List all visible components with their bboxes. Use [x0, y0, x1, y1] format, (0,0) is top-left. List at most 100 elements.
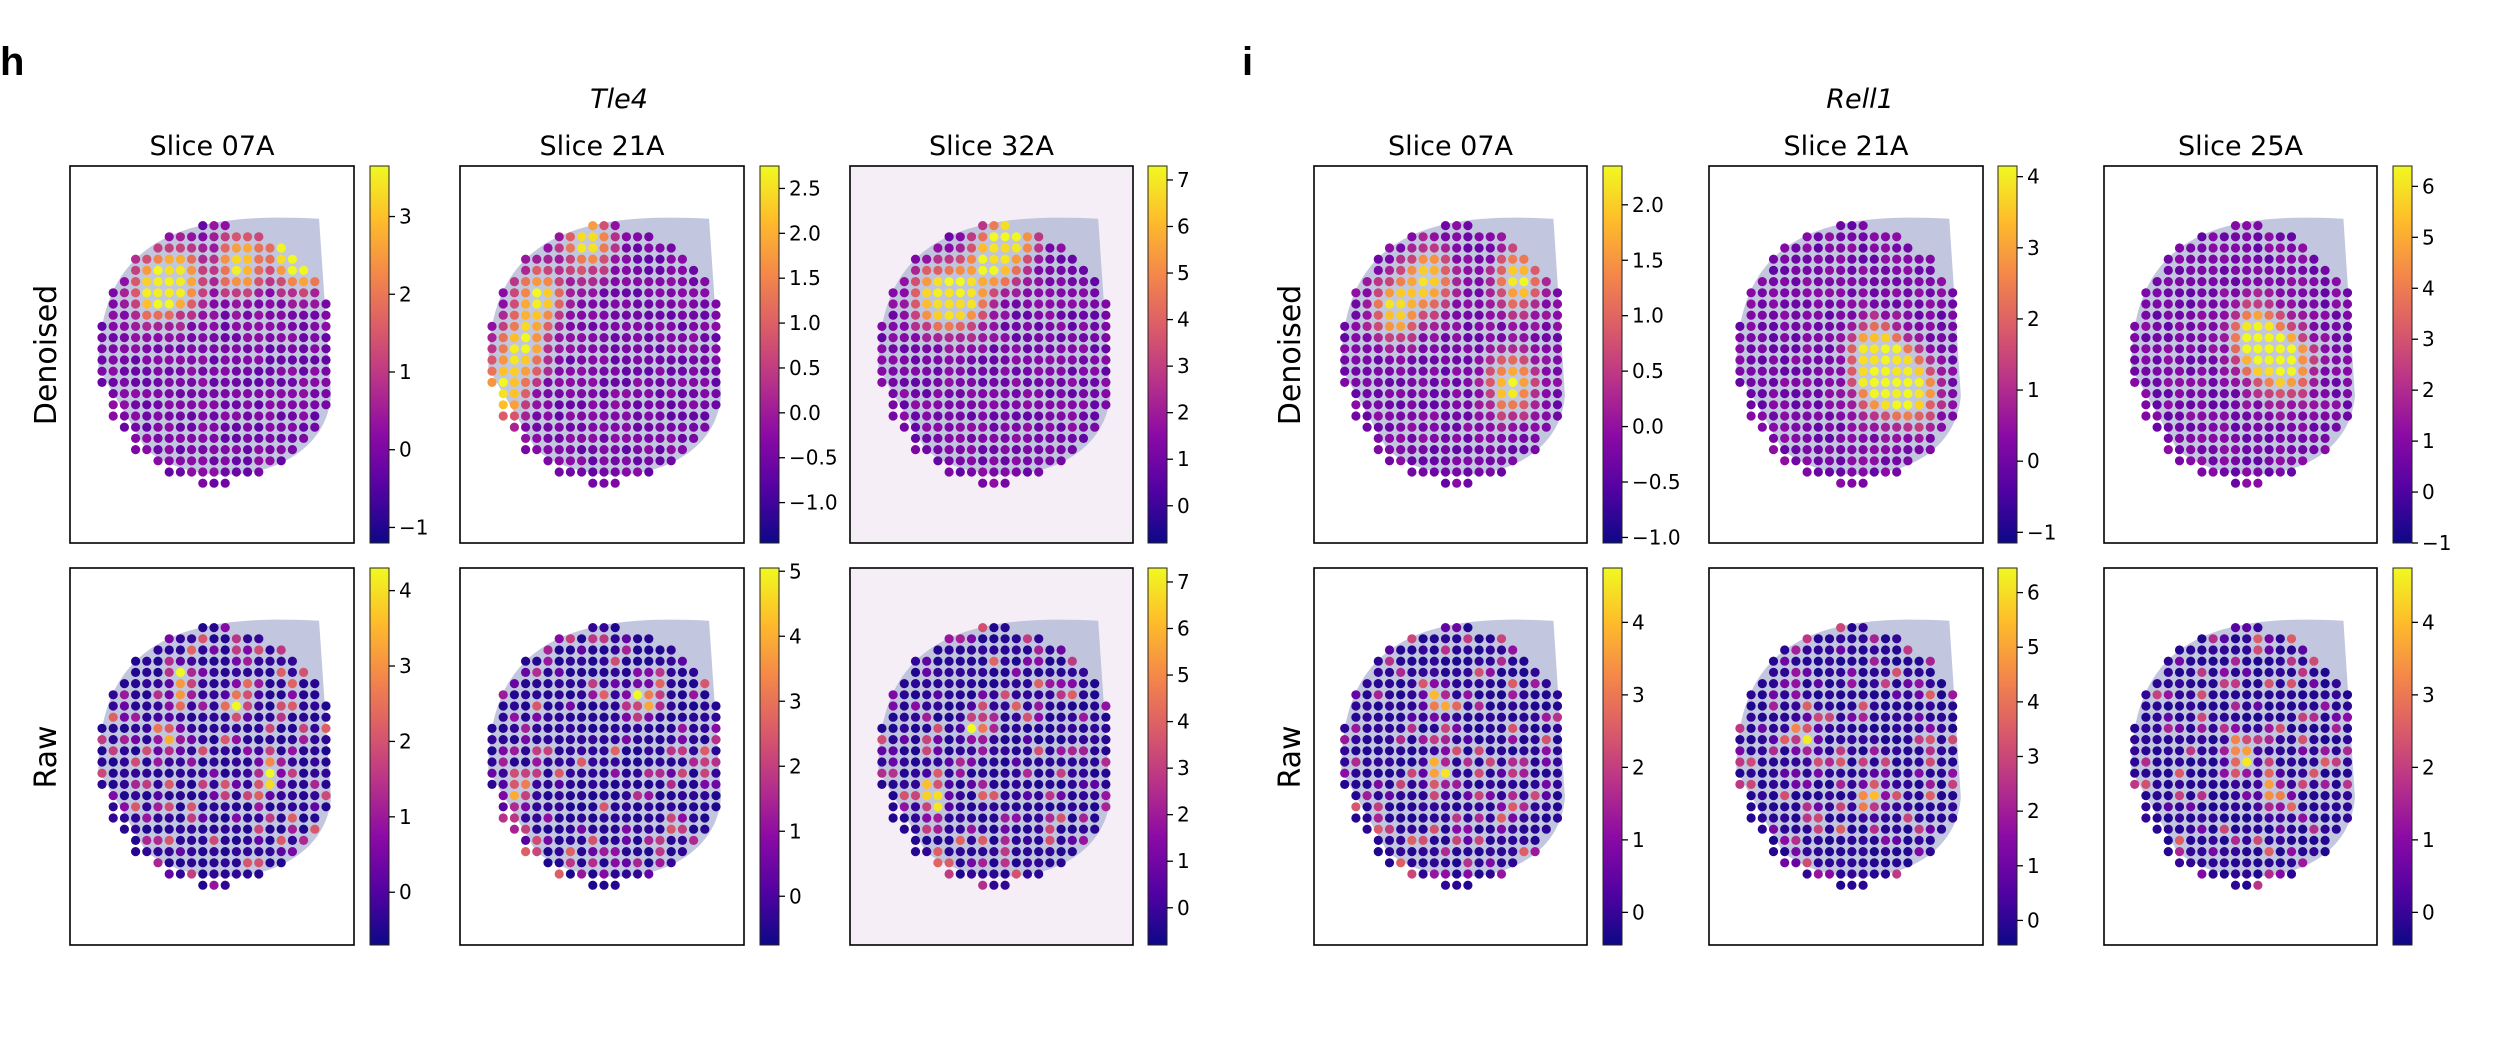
- spot: [1463, 254, 1473, 264]
- spot: [1530, 389, 1540, 399]
- spot: [1780, 768, 1790, 778]
- spot: [1011, 321, 1021, 331]
- spot: [888, 746, 898, 756]
- spot: [2264, 869, 2274, 879]
- spot: [2342, 288, 2353, 298]
- spot: [1892, 813, 1902, 823]
- spot: [922, 723, 932, 734]
- spot: [509, 735, 519, 745]
- spot: [543, 243, 553, 253]
- spot: [1847, 333, 1857, 343]
- spot: [1948, 802, 1958, 812]
- spot: [1869, 333, 1879, 343]
- spot: [922, 377, 932, 387]
- spot: [1757, 321, 1767, 331]
- spot: [1541, 366, 1551, 376]
- spot: [175, 824, 185, 834]
- spot: [655, 254, 665, 264]
- spot: [1429, 400, 1439, 410]
- spot: [1011, 243, 1021, 253]
- spot: [1463, 701, 1473, 711]
- spot: [2174, 858, 2185, 868]
- spot: [2264, 701, 2274, 711]
- spot: [2342, 389, 2353, 399]
- spot: [610, 701, 620, 711]
- spot: [164, 824, 174, 834]
- spot: [944, 333, 954, 343]
- spot: [1418, 277, 1428, 287]
- spot: [2264, 757, 2274, 767]
- spot: [1519, 679, 1529, 689]
- spot: [1078, 400, 1089, 410]
- spot: [1407, 746, 1417, 756]
- spot: [922, 768, 932, 778]
- spot: [633, 254, 643, 264]
- spot: [2253, 400, 2263, 410]
- spot: [521, 299, 531, 309]
- spot: [521, 277, 531, 287]
- spot: [989, 254, 999, 264]
- spot: [532, 835, 542, 846]
- spot: [1936, 779, 1947, 790]
- spot: [978, 288, 988, 298]
- spot: [1452, 802, 1462, 812]
- spot: [1429, 288, 1439, 298]
- spot: [209, 467, 219, 477]
- spot: [1384, 679, 1395, 689]
- spot: [588, 690, 598, 700]
- spot: [1530, 735, 1540, 745]
- spot: [254, 757, 264, 767]
- spot: [588, 701, 598, 711]
- spot: [1045, 456, 1055, 466]
- spot: [1418, 232, 1428, 242]
- spot: [108, 735, 118, 745]
- spot: [1474, 645, 1484, 655]
- spot: [1541, 791, 1551, 801]
- spot: [1474, 768, 1484, 778]
- spot: [577, 645, 587, 655]
- spot: [1802, 735, 1812, 745]
- spot: [1485, 645, 1495, 655]
- spot: [2208, 679, 2218, 689]
- spot: [1384, 824, 1395, 834]
- spot: [2152, 333, 2162, 343]
- spot: [2208, 277, 2218, 287]
- spot: [2186, 667, 2196, 678]
- spot: [1362, 779, 1372, 790]
- spot: [1757, 333, 1767, 343]
- spot: [610, 377, 620, 387]
- spot: [2286, 411, 2297, 421]
- spot: [966, 422, 977, 432]
- spot: [1508, 377, 1518, 387]
- spot: [2208, 400, 2218, 410]
- spot: [1948, 377, 1958, 387]
- spot: [1034, 690, 1044, 700]
- spot: [254, 723, 264, 734]
- spot: [287, 656, 297, 666]
- spot: [1440, 310, 1451, 320]
- spot: [933, 344, 943, 354]
- spot: [1746, 723, 1756, 734]
- spot: [554, 243, 564, 253]
- spot: [2219, 847, 2229, 857]
- spot: [1802, 277, 1812, 287]
- spot: [655, 265, 665, 275]
- spot: [1362, 355, 1372, 365]
- spot: [1067, 310, 1077, 320]
- spot: [554, 712, 564, 722]
- spot: [521, 735, 531, 745]
- spot: [187, 377, 197, 387]
- spot: [2342, 355, 2353, 365]
- spot: [1836, 869, 1846, 879]
- spot: [1757, 400, 1767, 410]
- spot: [677, 679, 688, 689]
- spot: [1780, 746, 1790, 756]
- spot: [2186, 757, 2196, 767]
- spot: [944, 265, 954, 275]
- spot: [2163, 377, 2173, 387]
- spot: [922, 344, 932, 354]
- spot: [131, 667, 141, 678]
- spot: [187, 735, 197, 745]
- spot: [119, 746, 129, 756]
